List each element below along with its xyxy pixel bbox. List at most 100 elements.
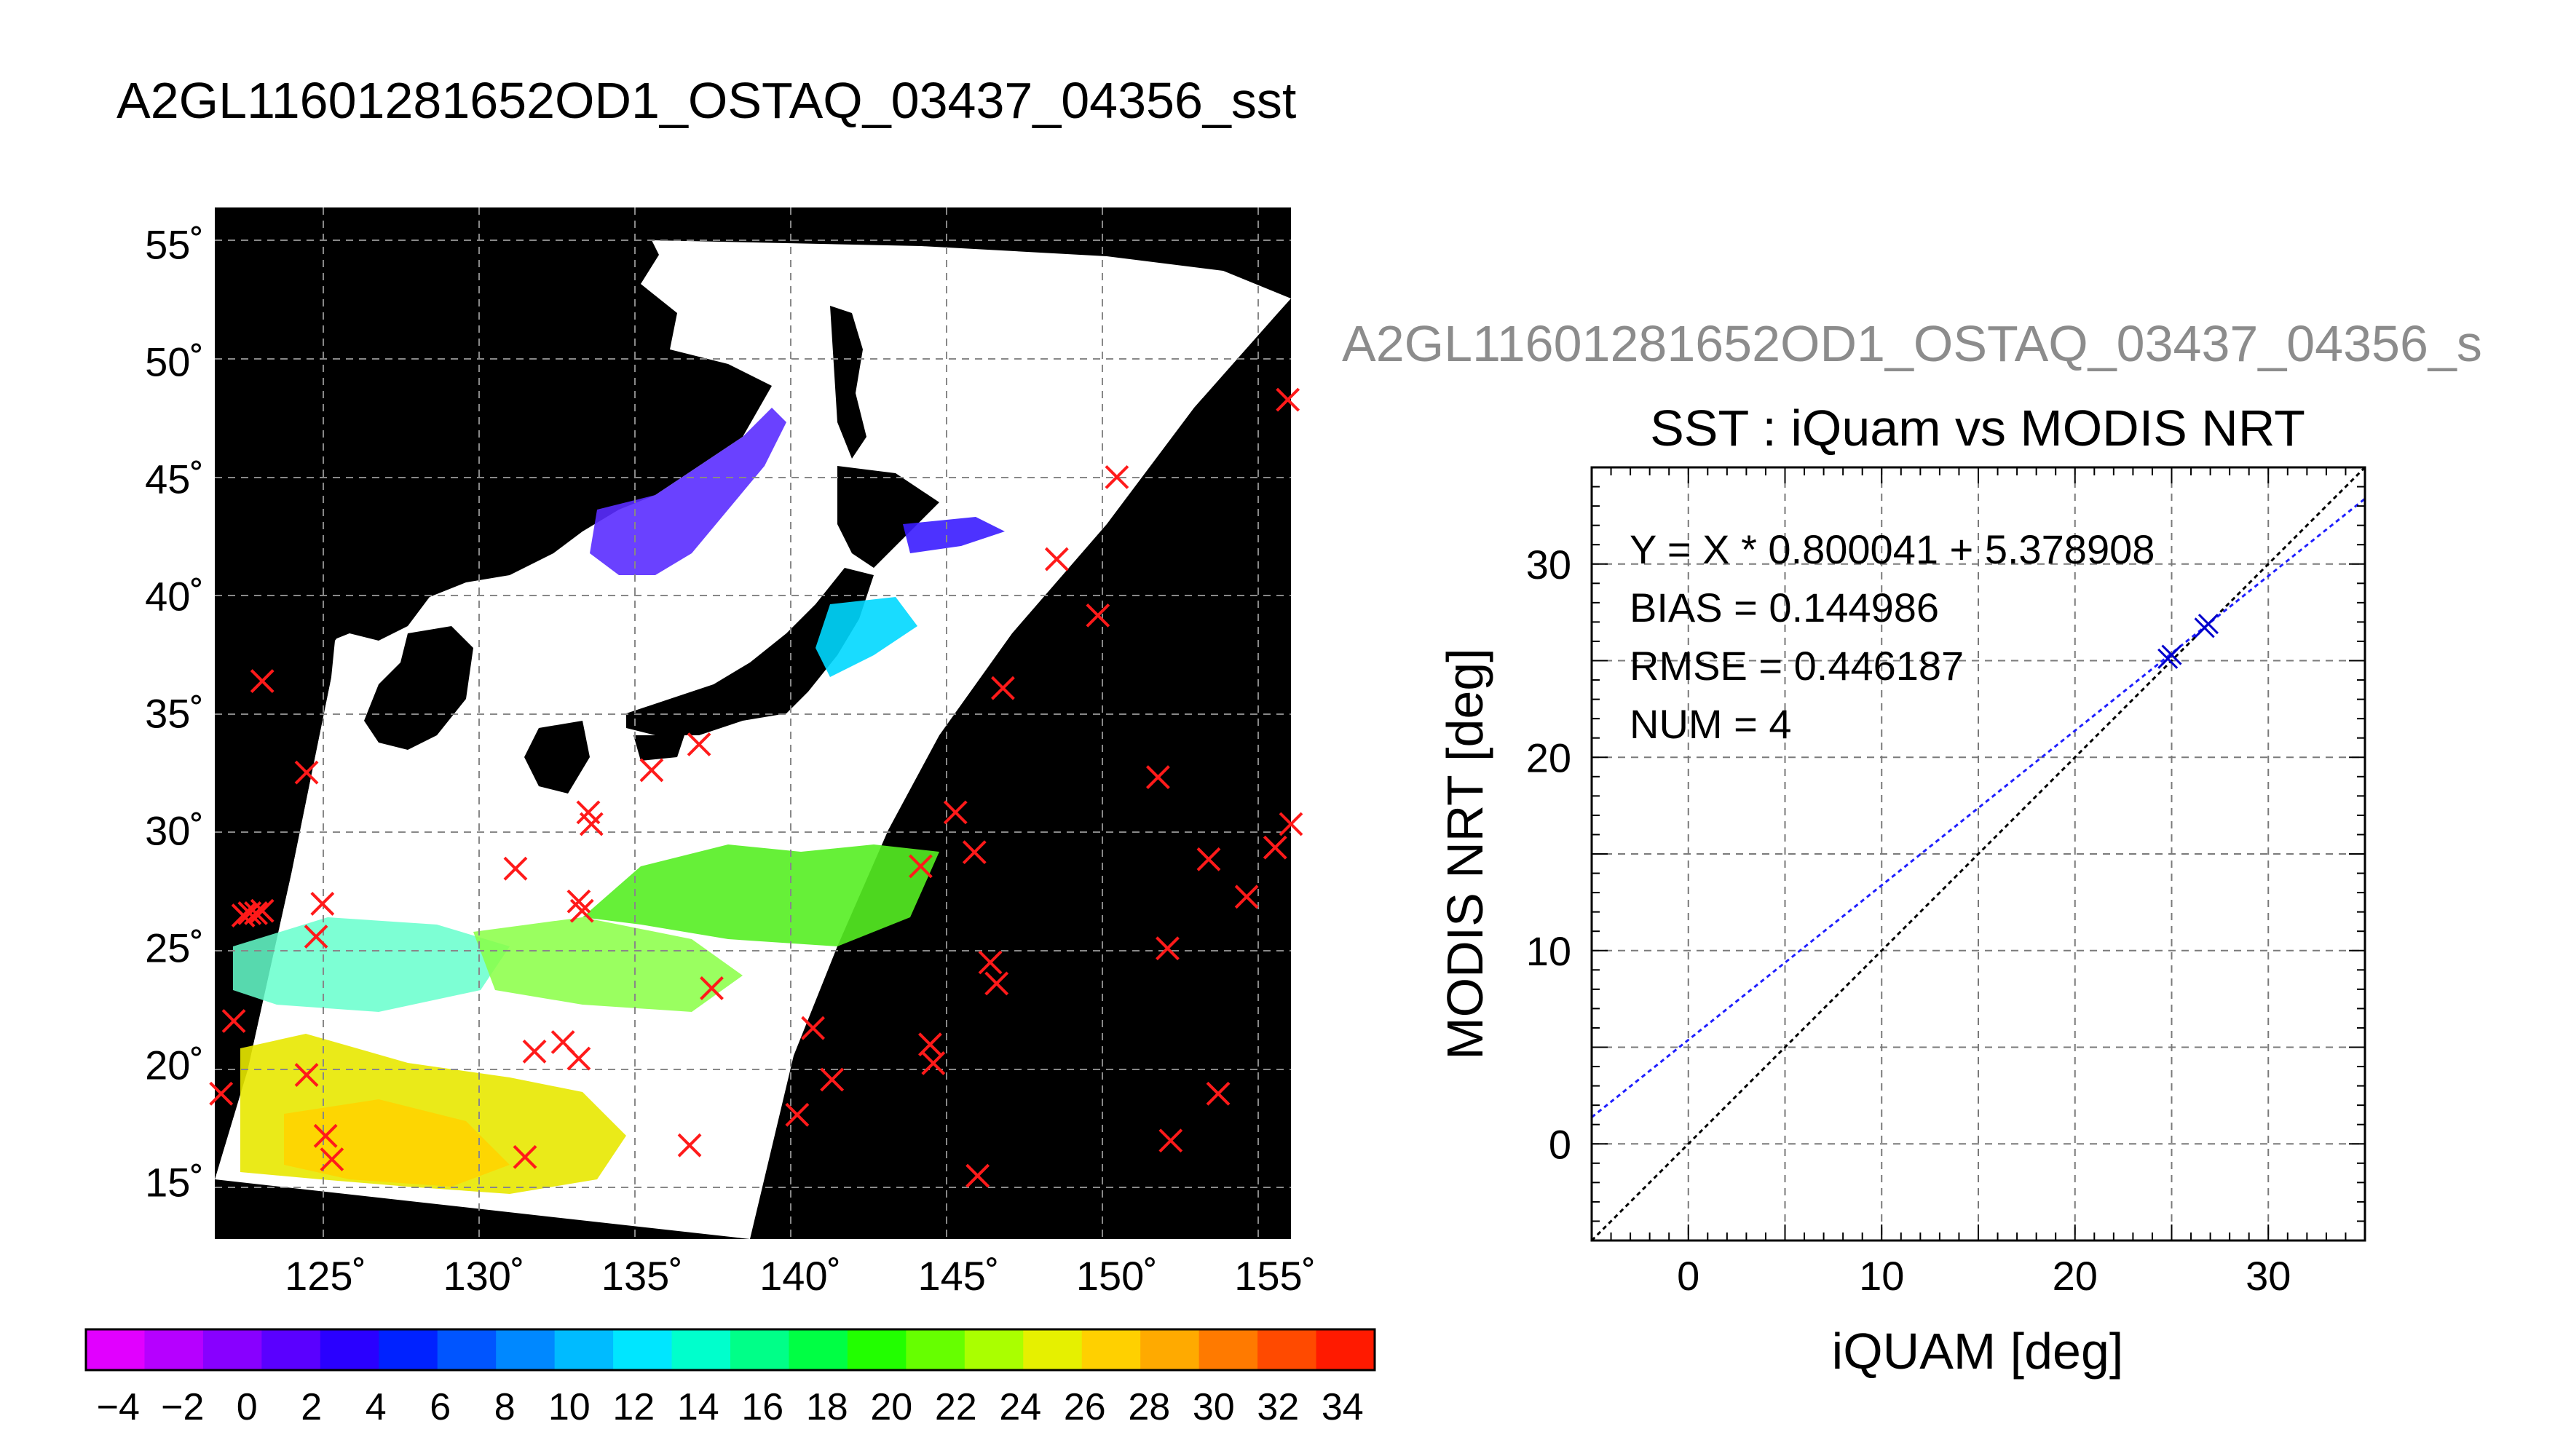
sst-patch-okhotsk <box>903 517 1005 553</box>
chart-x-tick-label: 30 <box>2246 1253 2291 1299</box>
annotation-rmse: RMSE = 0.446187 <box>1630 643 1964 689</box>
colorbar-cell <box>1198 1329 1258 1370</box>
colorbar-tick-label: 16 <box>741 1386 783 1428</box>
map-marker <box>294 760 319 785</box>
chart-header: A2GL11601281652OD1_OSTAQ_03437_04356_s <box>1342 315 2482 372</box>
colorbar-cell <box>144 1329 204 1370</box>
colorbar-cell <box>964 1329 1024 1370</box>
land-korea <box>364 626 473 750</box>
colorbar-cell <box>1257 1329 1317 1370</box>
colorbar-cells <box>86 1329 1375 1370</box>
colorbar-tick-label: 8 <box>494 1386 516 1428</box>
map-marker <box>965 1163 990 1188</box>
map-marker <box>304 925 328 949</box>
map-marker <box>1206 1081 1231 1106</box>
map-marker <box>1086 603 1110 628</box>
colorbar-cell <box>437 1329 497 1370</box>
chart-point <box>2161 644 2182 665</box>
map-marker <box>313 1123 338 1148</box>
colorbar-cell <box>1023 1329 1083 1370</box>
map-marker <box>700 976 724 1000</box>
colorbar-tick-label: 26 <box>1064 1386 1106 1428</box>
colorbar-tick-label: −4 <box>97 1386 140 1428</box>
chart-y-axis-label: MODIS NRT [deg] <box>1437 648 1493 1059</box>
map-marker <box>1044 547 1069 571</box>
map-marker <box>294 1063 319 1087</box>
map-marker <box>639 758 664 783</box>
chart-annotations: Y = X * 0.800041 + 5.378908 BIAS = 0.144… <box>1630 526 2155 747</box>
map-marker <box>1146 765 1170 789</box>
map-marker <box>209 1081 234 1106</box>
colorbar-cell <box>613 1329 673 1370</box>
map-marker <box>1276 387 1300 412</box>
map-marker <box>513 1144 537 1169</box>
colorbar-tick-label: 12 <box>612 1386 655 1428</box>
colorbar: −4 −2 0 2 4 6 8 10 12 14 16 18 20 22 24 26 28 30 32 34 <box>84 1328 1376 1428</box>
map-marker <box>250 898 275 923</box>
scatter-chart: A2GL11601281652OD1_OSTAQ_03437_04356_s S… <box>1342 315 2482 1380</box>
colorbar-tick-label: 20 <box>870 1386 912 1428</box>
map-marker <box>1263 835 1287 860</box>
colorbar-cell <box>906 1329 965 1370</box>
lat-tick-label: 55˚ <box>145 221 204 267</box>
chart-x-axis-label: iQUAM [deg] <box>1832 1323 2124 1380</box>
map-marker <box>1196 847 1221 871</box>
colorbar-cell <box>202 1329 262 1370</box>
sst-patch-orange-south <box>284 1099 510 1187</box>
colorbar-tick-label: 0 <box>237 1386 258 1428</box>
map-marker <box>1156 936 1180 961</box>
lat-tick-label: 30˚ <box>145 807 204 853</box>
land-shikoku <box>633 735 684 761</box>
colorbar-tick-label: −2 <box>161 1386 204 1428</box>
lon-tick-label: 145˚ <box>918 1253 1000 1299</box>
map-marker <box>1105 464 1129 489</box>
colorbar-cell <box>496 1329 556 1370</box>
chart-point <box>2197 613 2219 635</box>
sst-patch-japan-sea <box>590 408 786 575</box>
map-marker <box>687 732 711 756</box>
colorbar-cell <box>789 1329 848 1370</box>
map-marker <box>943 800 968 825</box>
chart-lines <box>1590 466 2366 1242</box>
map-marker <box>320 1147 344 1171</box>
lat-tick-label: 40˚ <box>145 573 204 619</box>
colorbar-tick-label: 28 <box>1128 1386 1170 1428</box>
lon-tick-labels: 125˚ 130˚ 135˚ 140˚ 145˚ 150˚ 155˚ <box>285 1253 1316 1299</box>
chart-x-tick-label: 10 <box>1859 1253 1904 1299</box>
lon-tick-label: 130˚ <box>443 1253 524 1299</box>
map-observation-markers <box>209 387 1303 1188</box>
land-honshu <box>626 568 874 735</box>
colorbar-tick-label: 24 <box>999 1386 1041 1428</box>
chart-x-tick-label: 20 <box>2053 1253 2098 1299</box>
map-marker <box>820 1067 845 1092</box>
colorbar-frame <box>84 1328 1376 1372</box>
chart-minor-ticks <box>1591 467 2366 1241</box>
colorbar-tick-label: 14 <box>677 1386 719 1428</box>
chart-x-tick-label: 0 <box>1677 1253 1699 1299</box>
lat-tick-label: 50˚ <box>145 339 204 384</box>
colorbar-tick-labels: −4 −2 0 2 4 6 8 10 12 14 16 18 20 22 24 26 28 30 32 34 <box>97 1386 1364 1428</box>
chart-x-tick-labels: 0 10 20 30 <box>1677 1253 2291 1299</box>
colorbar-tick-label: 10 <box>548 1386 591 1428</box>
colorbar-cell <box>320 1329 379 1370</box>
map-marker <box>569 898 594 923</box>
colorbar-cell <box>261 1329 321 1370</box>
colorbar-cell <box>671 1329 731 1370</box>
colorbar-cell <box>730 1329 789 1370</box>
identity-line <box>1590 466 2366 1242</box>
chart-y-tick-label: 10 <box>1526 928 1571 974</box>
colorbar-cell <box>379 1329 438 1370</box>
map-marker <box>921 1051 946 1075</box>
sst-patch-green-band <box>583 844 939 946</box>
lat-tick-label: 35˚ <box>145 690 204 736</box>
colorbar-cell <box>86 1329 145 1370</box>
map-marker <box>566 1046 591 1071</box>
lat-tick-label: 15˚ <box>145 1159 204 1205</box>
regression-line <box>1591 497 2366 1118</box>
chart-y-tick-label: 0 <box>1549 1121 1571 1167</box>
map-marker <box>250 669 275 693</box>
chart-title: SST : iQuam vs MODIS NRT <box>1650 400 2305 456</box>
annotation-bias: BIAS = 0.144986 <box>1630 585 1939 630</box>
map-marker <box>677 1133 702 1158</box>
